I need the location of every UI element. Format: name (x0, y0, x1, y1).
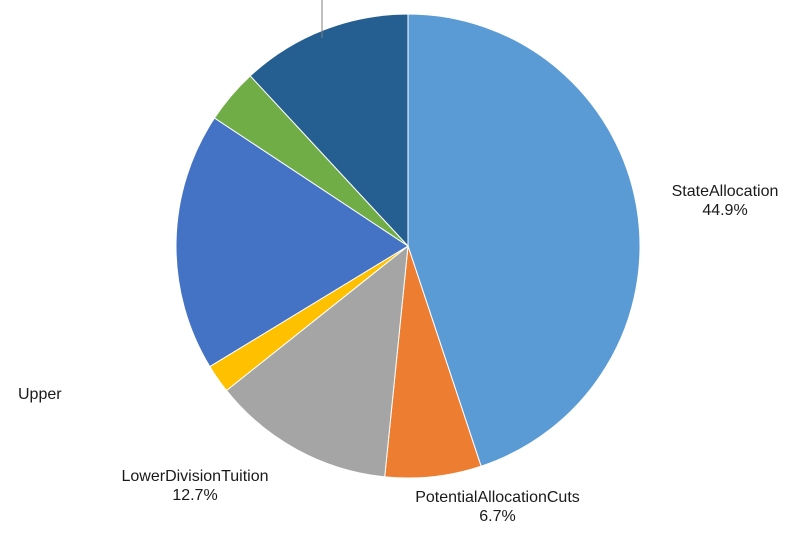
data-label-upper: Upper (18, 385, 62, 404)
data-label-state-allocation: StateAllocation 44.9% (650, 182, 797, 220)
data-label-lower-division-tuition: LowerDivisionTuition 12.7% (95, 467, 295, 505)
pie-slice-unlabeled-6 (249, 13, 409, 248)
slice-value-potential-allocation-cuts: 6.7% (479, 508, 516, 525)
slice-value-state-allocation: 44.9% (702, 202, 748, 219)
data-label-potential-allocation-cuts: PotentialAllocationCuts 6.7% (385, 488, 610, 526)
slice-label-upper: Upper (18, 386, 62, 403)
slice-label-potential-allocation-cuts: PotentialAllocationCuts (415, 489, 580, 506)
slice-label-lower-division-tuition: LowerDivisionTuition (121, 468, 269, 485)
slice-label-state-allocation: StateAllocation (671, 183, 779, 200)
pie-slice-lower-division-tuition (225, 244, 409, 478)
pie-slice-state-allocation (407, 13, 641, 467)
pie-slice-upper (175, 117, 409, 368)
slice-value-lower-division-tuition: 12.7% (172, 487, 218, 504)
pie-slices (175, 13, 641, 479)
